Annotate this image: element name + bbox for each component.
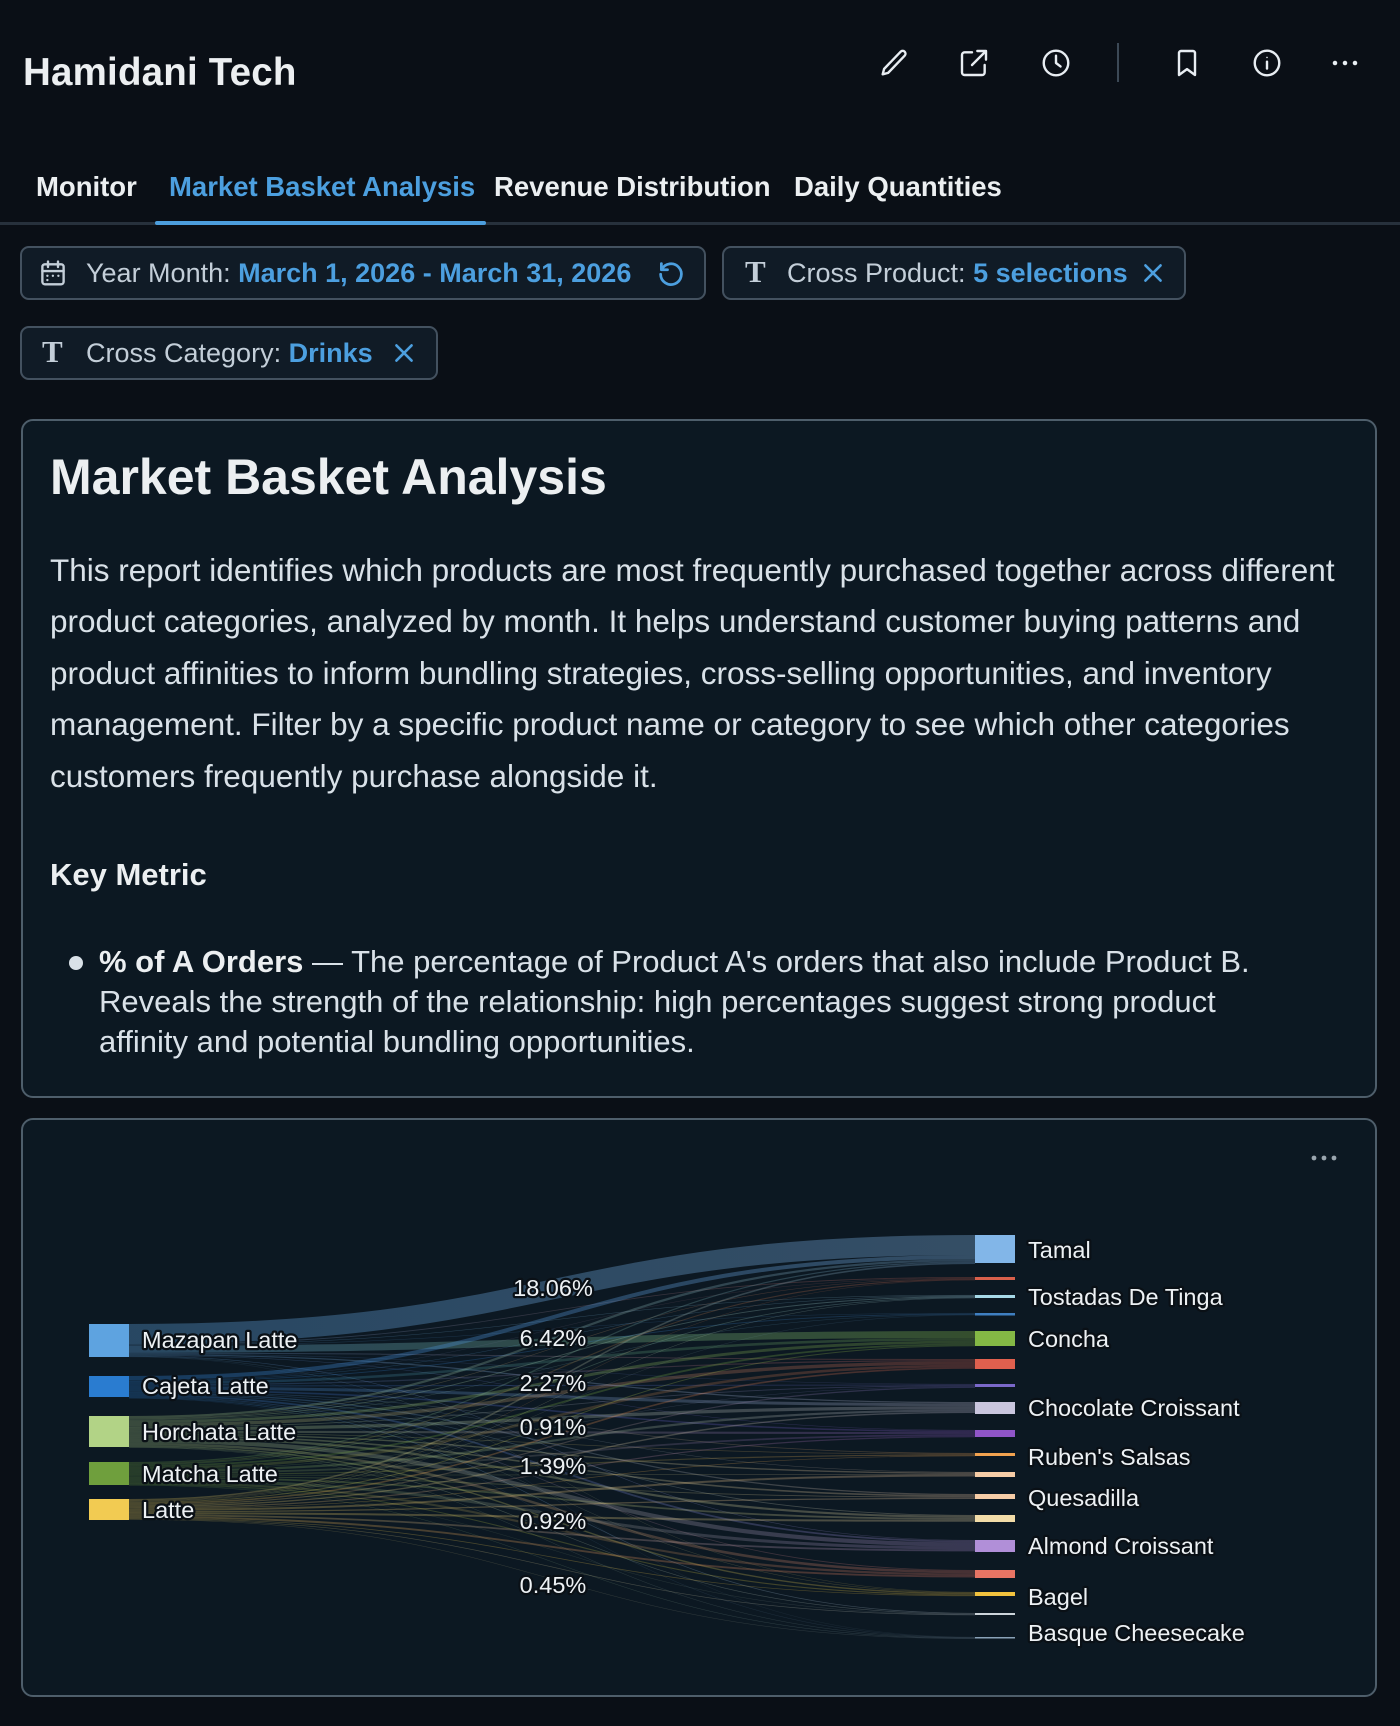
svg-text:Bagel: Bagel [1028, 1584, 1088, 1610]
svg-text:Chocolate Croissant: Chocolate Croissant [1028, 1395, 1240, 1421]
svg-text:Matcha Latte: Matcha Latte [142, 1461, 278, 1487]
svg-text:Tamal: Tamal [1028, 1237, 1091, 1263]
svg-text:Concha: Concha [1028, 1326, 1110, 1352]
svg-text:0.91%: 0.91% [520, 1414, 587, 1440]
svg-text:Tostadas De Tinga: Tostadas De Tinga [1028, 1284, 1224, 1310]
svg-text:Horchata Latte: Horchata Latte [142, 1419, 296, 1445]
svg-text:1.39%: 1.39% [520, 1453, 587, 1479]
svg-text:Quesadilla: Quesadilla [1028, 1485, 1140, 1511]
svg-text:Basque Cheesecake: Basque Cheesecake [1028, 1620, 1245, 1646]
svg-text:Latte: Latte [142, 1497, 194, 1523]
svg-text:Mazapan Latte: Mazapan Latte [142, 1327, 297, 1353]
svg-text:Almond Croissant: Almond Croissant [1028, 1533, 1214, 1559]
svg-text:18.06%: 18.06% [513, 1275, 593, 1301]
svg-text:Cajeta Latte: Cajeta Latte [142, 1373, 269, 1399]
svg-text:6.42%: 6.42% [520, 1325, 587, 1351]
svg-text:Ruben's Salsas: Ruben's Salsas [1028, 1444, 1191, 1470]
svg-text:0.45%: 0.45% [520, 1572, 587, 1598]
svg-text:2.27%: 2.27% [520, 1370, 587, 1396]
svg-text:0.92%: 0.92% [520, 1508, 587, 1534]
